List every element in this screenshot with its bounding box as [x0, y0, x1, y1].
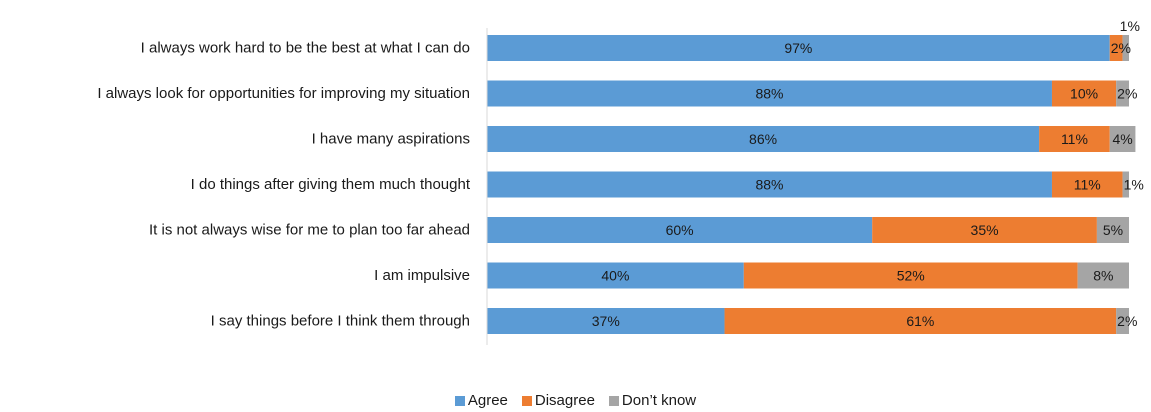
data-label-agree: 60%	[666, 222, 694, 238]
bar-segment-disagree	[1051, 80, 1117, 107]
bar-segment-agree	[487, 217, 873, 243]
bar-segment-don-t-know	[1096, 217, 1129, 243]
data-label-agree: 86%	[749, 131, 777, 147]
bar-segment-agree	[487, 126, 1040, 152]
category-label: I always work hard to be the best at wha…	[141, 40, 470, 57]
bar-segment-don-t-know	[1122, 35, 1129, 61]
bar-segment-agree	[487, 262, 744, 289]
category-label: I am impulsive	[374, 267, 470, 284]
legend-label-agree: Agree	[467, 392, 508, 409]
data-label-disagree: 35%	[971, 222, 999, 238]
bar-segment-disagree	[1039, 126, 1110, 152]
bar-segment-disagree	[1051, 171, 1123, 198]
bar-segment-don-t-know	[1116, 308, 1129, 334]
category-label: I say things before I think them through	[211, 313, 470, 330]
data-label-agree: 37%	[592, 313, 620, 329]
bar-segment-agree	[487, 80, 1052, 107]
chart-legend: Agree Disagree Don’t know	[0, 392, 1151, 409]
data-label-disagree: 10%	[1070, 86, 1098, 102]
bar-segment-agree	[487, 35, 1110, 61]
bar-segment-don-t-know	[1109, 126, 1136, 152]
data-label-agree: 40%	[601, 268, 629, 284]
data-label-disagree: 52%	[897, 268, 925, 284]
data-label-disagree: 61%	[906, 313, 934, 329]
legend-swatch-agree	[454, 395, 465, 406]
legend-item-agree: Agree	[454, 392, 508, 409]
data-label-disagree: 2%	[1111, 40, 1131, 56]
legend-swatch-dont-know	[608, 395, 619, 406]
bar-segment-disagree	[743, 262, 1078, 289]
bar-segment-don-t-know	[1122, 171, 1129, 198]
data-label-disagree: 11%	[1074, 177, 1101, 193]
bar-segment-disagree	[872, 217, 1097, 243]
data-label-don-t-know: 2%	[1117, 86, 1137, 102]
bar-segment-don-t-know	[1116, 80, 1129, 107]
data-label-agree: 88%	[755, 177, 783, 193]
bar-segment-disagree	[1109, 35, 1123, 61]
bar-segment-don-t-know	[1077, 262, 1129, 289]
data-label-don-t-know: 4%	[1112, 131, 1132, 147]
category-label: I do things after giving them much thoug…	[191, 176, 471, 193]
category-labels-layer: I always work hard to be the best at wha…	[97, 40, 470, 330]
data-label-don-t-know: 2%	[1117, 313, 1137, 329]
data-label-agree: 88%	[755, 86, 783, 102]
legend-item-disagree: Disagree	[521, 392, 595, 409]
legend-item-dont-know: Don’t know	[608, 392, 697, 409]
data-label-don-t-know: 8%	[1093, 268, 1113, 284]
bars-layer	[487, 35, 1136, 334]
bar-segment-agree	[487, 171, 1052, 198]
value-labels-layer: 97% 2% 1% 88% 10% 2% 86% 11% 4% 88% 11% 1% 60% 35% 5% 4…	[592, 18, 1144, 329]
category-label: I always look for opportunities for impr…	[97, 85, 470, 102]
bar-segment-agree	[487, 308, 725, 334]
bar-segment-disagree	[724, 308, 1117, 334]
data-label-don-t-know: 1%	[1120, 18, 1140, 34]
category-label: It is not always wise for me to plan too…	[149, 222, 470, 239]
data-label-disagree: 11%	[1061, 131, 1088, 147]
data-label-don-t-know: 5%	[1103, 222, 1123, 238]
category-label: I have many aspirations	[312, 131, 470, 148]
legend-swatch-disagree	[521, 395, 532, 406]
data-label-don-t-know: 1%	[1124, 177, 1144, 193]
legend-label-disagree: Disagree	[534, 392, 595, 409]
data-label-agree: 97%	[784, 40, 812, 56]
legend-label-dont-know: Don’t know	[621, 392, 697, 409]
